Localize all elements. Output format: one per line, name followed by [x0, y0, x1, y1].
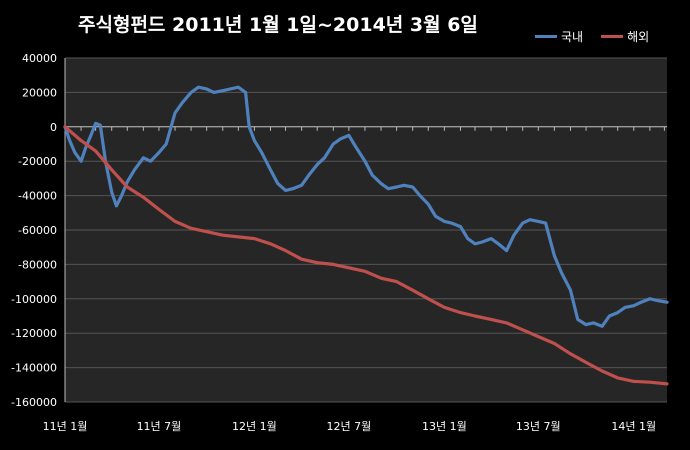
- x-tick-label: 12년 1월: [232, 420, 277, 433]
- legend-swatch-domestic: [535, 35, 557, 38]
- series-line-overseas: [63, 125, 669, 386]
- series-lines: [63, 85, 669, 386]
- legend-item-overseas: 해외: [601, 28, 649, 45]
- y-tick-label: -100000: [11, 293, 57, 306]
- y-tick-label: 0: [50, 121, 57, 134]
- legend-swatch-overseas: [601, 35, 624, 38]
- y-tick-label: -160000: [11, 396, 57, 409]
- y-tick-label: -40000: [18, 190, 57, 203]
- x-tick-label: 12년 7월: [327, 420, 372, 433]
- x-tick-label: 11년 1월: [43, 420, 88, 433]
- y-tick-label: -60000: [18, 224, 57, 237]
- y-tick-label: -80000: [18, 258, 57, 271]
- legend-label-domestic: 국내: [561, 30, 584, 44]
- legend: 국내 해외: [535, 28, 649, 45]
- y-tick-label: -140000: [11, 362, 57, 375]
- y-tick-label: -20000: [18, 155, 57, 168]
- x-tick-label: 13년 1월: [422, 420, 467, 433]
- series-line-domestic: [63, 85, 669, 328]
- chart-title: 주식형펀드 2011년 1월 1일~2014년 3월 6일: [78, 14, 478, 36]
- legend-label-overseas: 해외: [627, 30, 650, 44]
- legend-item-domestic: 국내: [535, 28, 583, 45]
- x-tick-label: 11년 7월: [137, 420, 182, 433]
- x-tick-label: 13년 7월: [516, 420, 561, 433]
- y-tick-label: -120000: [11, 327, 57, 340]
- y-tick-label: 20000: [22, 86, 57, 99]
- y-tick-label: 40000: [22, 52, 57, 65]
- axes: 40000 20000 0 -20000 -40000 -60000 -80000 -1000…: [11, 52, 667, 433]
- x-tick-label: 14년 1월: [611, 420, 656, 433]
